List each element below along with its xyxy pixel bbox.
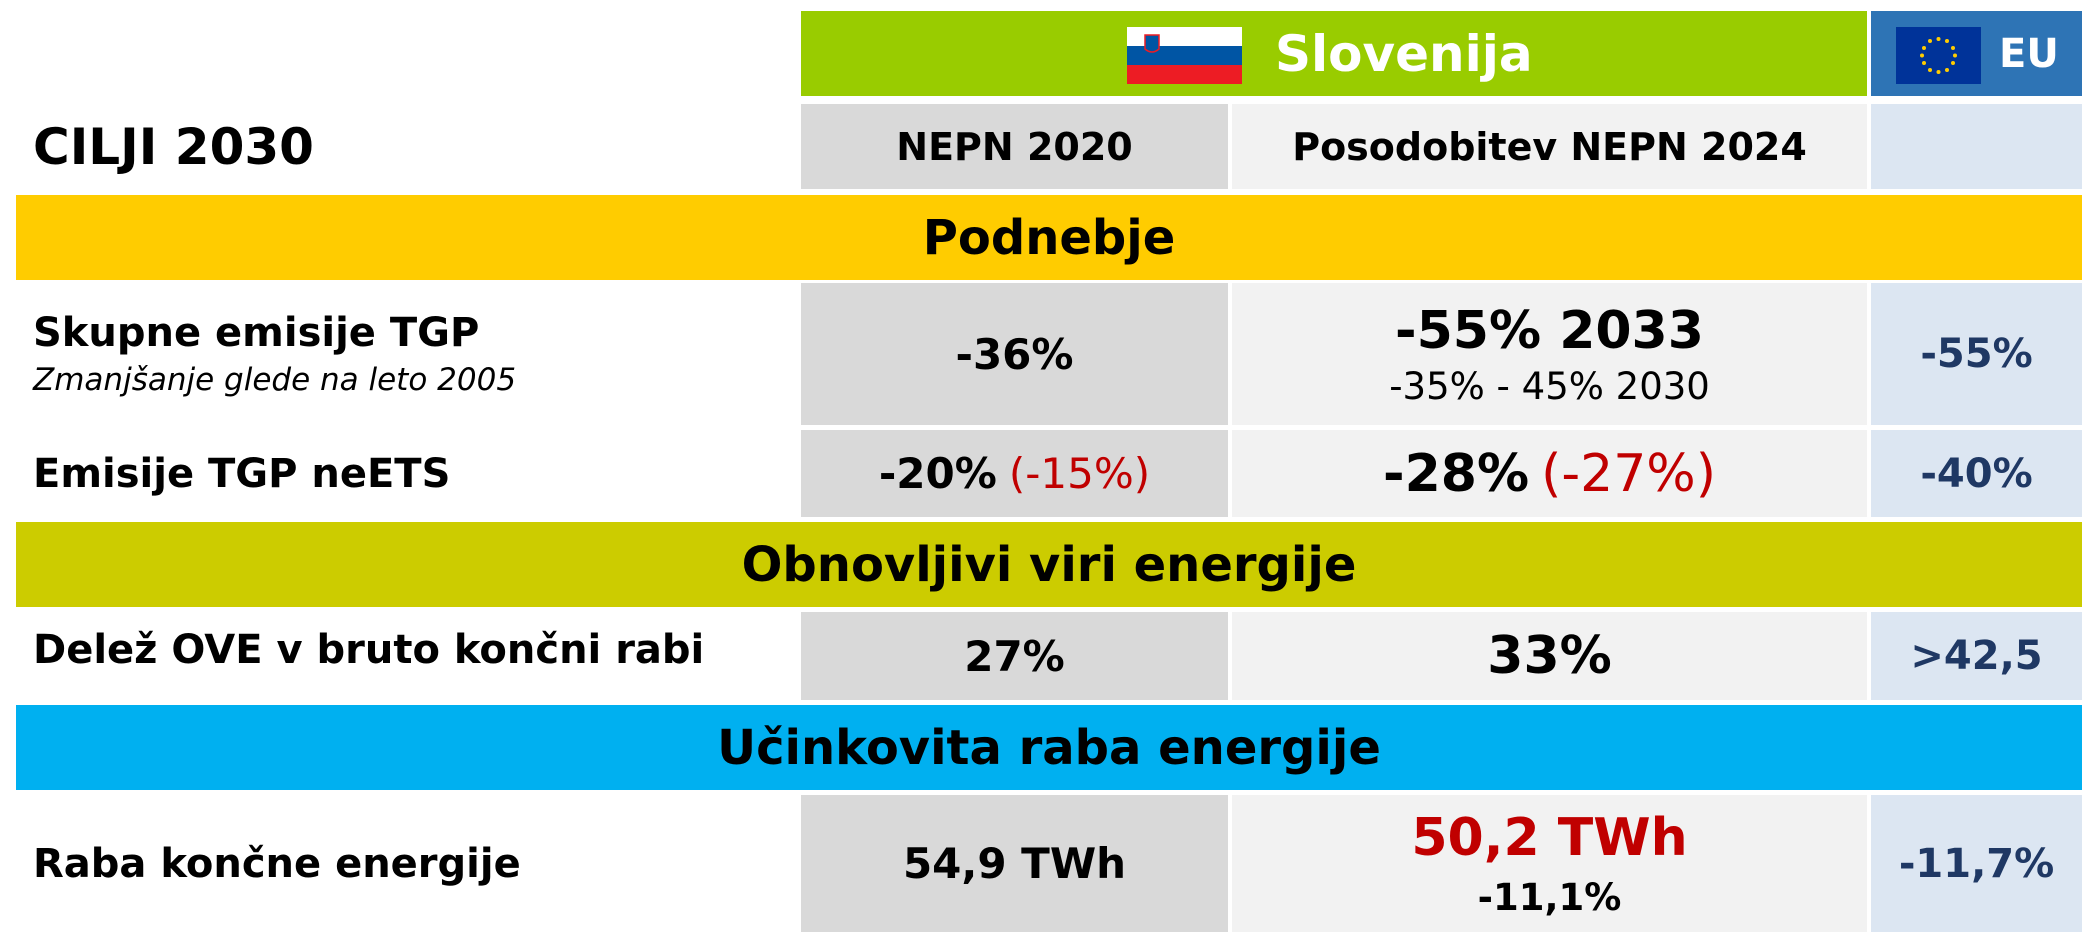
- eu-flag: [1896, 27, 1981, 84]
- value: -28%: [1383, 443, 1530, 504]
- column-header: NEPN 2020: [801, 104, 1228, 189]
- row-label: Raba končne energije: [33, 840, 521, 887]
- note: (-15%): [1008, 449, 1151, 498]
- value: 50,2 TWh: [1411, 808, 1688, 868]
- section-title: Podnebje: [16, 195, 2082, 280]
- eu-cell: [1871, 104, 2082, 189]
- value: -55% 2033: [1395, 300, 1704, 361]
- eu-value: -55%: [1871, 283, 2082, 425]
- value: 27%: [801, 612, 1228, 700]
- eu-value: >42,5: [1871, 612, 2082, 700]
- subvalue: -11,1%: [1477, 876, 1622, 919]
- slovenia-flag: [1127, 27, 1242, 84]
- subvalue: -35% - 45% 2030: [1389, 364, 1710, 408]
- row-label: Delež OVE v bruto končni rabi: [33, 627, 705, 673]
- page-title: CILJI 2030: [33, 117, 314, 176]
- value: -36%: [801, 283, 1228, 425]
- eu-value: -40%: [1871, 430, 2082, 517]
- label: Skupne emisije TGP: [33, 310, 480, 356]
- country-header: [801, 11, 1867, 96]
- eu-title: EU: [1999, 30, 2059, 77]
- value: 54,9 TWh: [801, 795, 1228, 932]
- column-header: Posodobitev NEPN 2024: [1232, 104, 1867, 189]
- sublabel: Zmanjšanje glede na leto 2005: [33, 362, 517, 398]
- value: -20%: [878, 449, 997, 498]
- eu-value: -11,7%: [1871, 795, 2082, 932]
- value-cell: -28% (-27%): [1232, 430, 1867, 517]
- note: (-27%): [1541, 443, 1716, 504]
- row-label: Skupne emisije TGP Zmanjšanje glede na l…: [33, 283, 793, 425]
- country-title: Slovenija: [1275, 24, 1533, 83]
- section-title: Učinkovita raba energije: [16, 705, 2082, 790]
- value-cell: -20% (-15%): [801, 430, 1228, 517]
- section-title: Obnovljivi viri energije: [16, 522, 2082, 607]
- row-label: Emisije TGP neETS: [33, 450, 451, 497]
- value: 33%: [1232, 612, 1867, 700]
- value-cell: -55% 2033 -35% - 45% 2030: [1232, 283, 1867, 425]
- value-cell: 50,2 TWh -11,1%: [1232, 795, 1867, 932]
